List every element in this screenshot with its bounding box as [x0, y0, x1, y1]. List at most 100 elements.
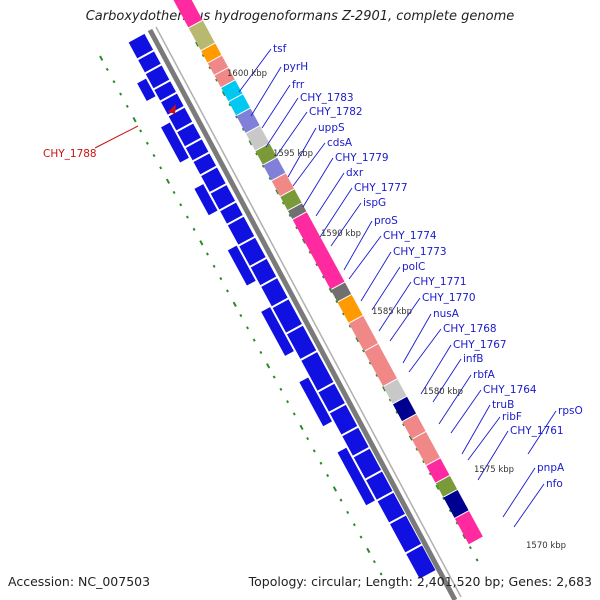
- cog-segment: [263, 157, 286, 181]
- gene-arrow: [390, 515, 422, 553]
- gene-label: frr: [292, 79, 305, 91]
- gene-arrow: [145, 65, 170, 89]
- gene-arrow: [299, 377, 333, 427]
- gc-tick: [475, 558, 479, 562]
- gene-label: rbfA: [473, 369, 496, 381]
- cog-segment: [246, 126, 270, 151]
- kbp-label: 1575 kbp: [474, 465, 514, 475]
- gene-label-highlight: CHY_1788: [43, 148, 97, 160]
- gc-tick: [332, 486, 337, 492]
- gc-tick: [442, 496, 446, 500]
- gene-arrow: [272, 299, 302, 333]
- gc-tick: [275, 189, 280, 195]
- gc-tick: [299, 424, 304, 431]
- highlight-arrow-icon: [168, 104, 176, 114]
- cog-segment: [392, 396, 417, 422]
- leader-line: [315, 172, 345, 217]
- gc-tick: [221, 90, 226, 97]
- gc-tick: [388, 398, 392, 402]
- leader-line: [378, 281, 412, 332]
- gene-arrow: [342, 427, 369, 456]
- gc-tick: [165, 178, 171, 184]
- cog-segment: [188, 20, 215, 51]
- gc-tick: [226, 289, 229, 293]
- gc-tick: [312, 449, 316, 453]
- gc-tick: [372, 560, 376, 564]
- gc-tick: [319, 461, 323, 465]
- gene-arrow: [250, 258, 277, 286]
- cog-segment: [443, 489, 469, 518]
- gc-tick: [172, 190, 176, 195]
- gc-tick: [288, 213, 292, 217]
- gene-arrow: [318, 383, 345, 412]
- gc-tick: [239, 313, 243, 318]
- gc-tick: [279, 387, 283, 391]
- gene-label: nusA: [433, 308, 460, 320]
- gc-tick: [199, 240, 204, 246]
- gc-tick: [112, 80, 116, 84]
- gene-arrow: [138, 51, 161, 73]
- gene-label: CHY_1761: [510, 425, 564, 437]
- gc-tick: [159, 166, 163, 170]
- gc-tick: [348, 324, 352, 328]
- gene-arrow: [261, 307, 294, 356]
- gc-tick: [139, 129, 143, 133]
- cog-segment: [426, 458, 450, 483]
- gc-tick: [255, 152, 259, 156]
- kbp-label: 1570 kbp: [526, 541, 566, 551]
- gene-arrow: [406, 545, 436, 579]
- inner-gene-track: [128, 33, 436, 579]
- gene-arrow: [220, 202, 243, 224]
- gc-tick: [308, 250, 312, 254]
- leader-line: [276, 111, 308, 156]
- backbone-edge: [155, 26, 462, 598]
- cog-segment: [271, 173, 294, 197]
- cog-segment: [383, 379, 407, 404]
- gc-tick: [205, 252, 209, 256]
- gc-tick: [215, 78, 219, 82]
- leader-line: [467, 416, 501, 461]
- kbp-label: 1590 kbp: [321, 229, 361, 239]
- gc-tick: [272, 375, 276, 379]
- gc-tick-track: [99, 41, 479, 576]
- cog-segment: [201, 43, 222, 63]
- gene-label: polC: [402, 261, 425, 273]
- gc-tick: [415, 447, 419, 451]
- leader-line: [477, 430, 509, 481]
- gene-arrow: [239, 237, 266, 266]
- gene-arrow: [161, 93, 184, 115]
- gc-tick: [261, 164, 265, 168]
- gc-tick: [359, 535, 363, 539]
- gc-tick: [152, 153, 156, 158]
- gene-label: CHY_1782: [309, 106, 363, 118]
- gc-tick: [192, 227, 196, 231]
- leader-line: [420, 344, 452, 395]
- gc-tick: [145, 141, 149, 145]
- leader-line: [261, 84, 291, 129]
- leader-line: [502, 467, 536, 518]
- gc-tick: [119, 92, 123, 96]
- gc-tick: [219, 277, 223, 281]
- gc-tick: [235, 115, 239, 119]
- gc-tick: [195, 41, 200, 47]
- gene-arrow: [377, 492, 405, 523]
- cog-segment: [255, 143, 277, 165]
- gc-tick: [292, 412, 296, 416]
- cog-segment: [412, 431, 440, 466]
- gene-arrow: [137, 78, 156, 101]
- gene-arrow: [366, 471, 393, 500]
- leader-line: [343, 220, 373, 271]
- leader-line: [348, 235, 382, 280]
- gene-arrow: [210, 185, 236, 210]
- gene-arrow: [287, 325, 317, 359]
- gc-tick: [212, 264, 216, 268]
- gene-label: CHY_1777: [354, 182, 408, 194]
- gc-tick: [315, 263, 319, 267]
- leader-line: [402, 313, 432, 364]
- gc-tick: [366, 547, 371, 554]
- gc-tick: [428, 472, 432, 476]
- gc-tick: [295, 226, 299, 230]
- gc-tick: [375, 373, 379, 377]
- gc-tick: [448, 509, 452, 513]
